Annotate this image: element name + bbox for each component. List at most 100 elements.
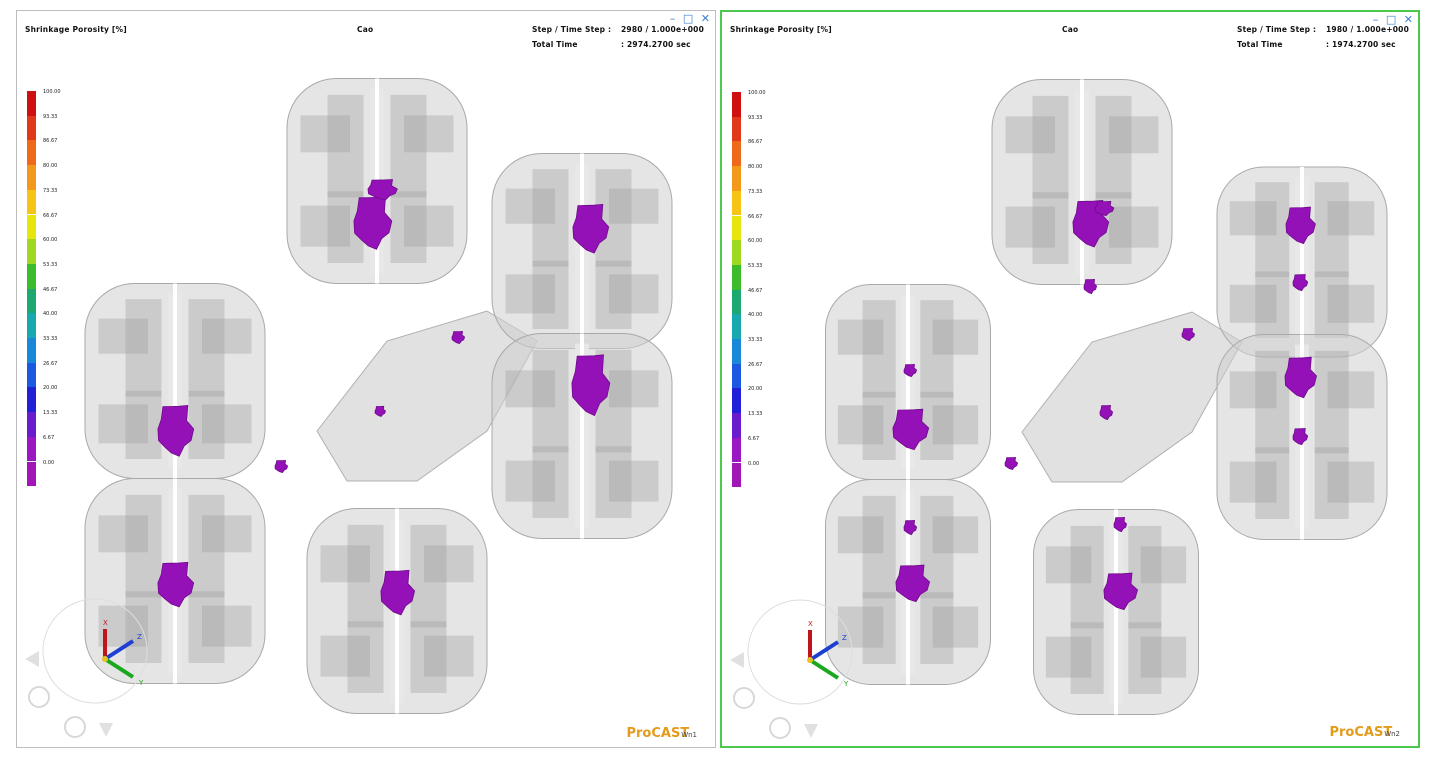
step-label: Step / Time Step : bbox=[1237, 25, 1317, 34]
legend-value: 66.67 bbox=[43, 212, 58, 219]
window-tag: Wn2 bbox=[1384, 730, 1400, 738]
zoom-in-icon bbox=[733, 687, 755, 709]
porosity-blob bbox=[1292, 428, 1309, 446]
porosity-blob bbox=[274, 459, 289, 473]
legend-swatch bbox=[27, 338, 36, 363]
legend-value: 73.33 bbox=[43, 187, 58, 194]
y-axis-label: Y bbox=[138, 679, 144, 687]
pan-left-icon bbox=[730, 652, 744, 668]
legend-swatch bbox=[732, 413, 741, 438]
legend-swatch bbox=[732, 190, 741, 216]
legend-value: 33.33 bbox=[748, 337, 763, 343]
y-axis-label: Y bbox=[843, 680, 849, 688]
casting-model-view[interactable]: X Z Y bbox=[17, 11, 716, 748]
runner-hub bbox=[1021, 311, 1243, 483]
orientation-ring bbox=[42, 598, 148, 704]
legend-value: 0.00 bbox=[748, 460, 760, 467]
mould-cylinder bbox=[84, 283, 266, 479]
mould-cylinder bbox=[991, 79, 1173, 285]
porosity-blob bbox=[892, 408, 930, 451]
pan-left-icon bbox=[25, 651, 39, 667]
legend-swatch bbox=[27, 115, 36, 141]
total-time-value: : 1974.2700 sec bbox=[1326, 40, 1396, 49]
legend-value: 100.00 bbox=[43, 89, 61, 95]
legend-value: 60.00 bbox=[43, 237, 58, 244]
window-tag: Wn1 bbox=[681, 731, 697, 739]
porosity-blob bbox=[157, 405, 195, 457]
zoom-in-icon bbox=[28, 686, 50, 708]
legend-value: 86.67 bbox=[43, 138, 58, 145]
total-time-label: Total Time bbox=[1237, 40, 1283, 49]
legend-value: 26.67 bbox=[748, 361, 763, 368]
legend-swatch bbox=[732, 437, 741, 463]
legend-value: 6.67 bbox=[748, 435, 760, 442]
legend-value: 80.00 bbox=[748, 164, 763, 171]
close-icon[interactable]: ✕ bbox=[1403, 13, 1415, 26]
legend-swatch bbox=[732, 363, 741, 389]
z-axis-arrow bbox=[808, 640, 840, 662]
viewport-right[interactable]: Shrinkage Porosity [%] Cao Step / Time S… bbox=[720, 10, 1420, 748]
legend-swatch bbox=[732, 240, 741, 265]
legend-swatch bbox=[27, 387, 36, 413]
legend-value: 26.67 bbox=[43, 360, 58, 367]
step-value: 2980 / 1.000e+000 bbox=[621, 25, 704, 34]
legend-swatch bbox=[27, 461, 36, 487]
porosity-blob bbox=[1094, 200, 1115, 217]
mould-cylinder bbox=[491, 153, 673, 349]
mould-cylinder bbox=[1216, 166, 1388, 358]
legend-swatch bbox=[27, 362, 36, 388]
porosity-blob bbox=[571, 354, 611, 417]
porosity-blob bbox=[572, 203, 610, 254]
legend-swatch bbox=[732, 116, 741, 142]
mould-cylinder bbox=[84, 478, 266, 684]
viewport-left[interactable]: Shrinkage Porosity [%] Cao Step / Time S… bbox=[16, 10, 716, 748]
legend-swatch bbox=[27, 288, 36, 314]
porosity-blob bbox=[1083, 278, 1098, 295]
legend-swatch bbox=[27, 189, 36, 215]
porosity-blob bbox=[903, 363, 918, 377]
legend-swatch bbox=[27, 214, 36, 240]
legend-value: 73.33 bbox=[748, 188, 763, 195]
result-title: Shrinkage Porosity [%] bbox=[25, 25, 127, 34]
minimize-icon[interactable]: – bbox=[1372, 13, 1381, 26]
porosity-blob bbox=[380, 569, 416, 616]
maximize-icon[interactable]: □ bbox=[1385, 13, 1399, 26]
porosity-blob bbox=[367, 179, 398, 201]
window-controls: – □ ✕ bbox=[1373, 13, 1415, 26]
legend-swatch bbox=[732, 339, 741, 364]
axis-origin bbox=[102, 656, 108, 662]
legend-swatch bbox=[732, 289, 741, 315]
zoom-out-icon bbox=[769, 717, 791, 739]
legend-value: 13.33 bbox=[43, 410, 58, 417]
z-axis-label: Z bbox=[137, 633, 142, 641]
pan-down-icon bbox=[99, 723, 113, 737]
legend-swatch bbox=[732, 462, 741, 488]
porosity-blob bbox=[1285, 206, 1316, 245]
legend-value: 66.67 bbox=[748, 213, 763, 220]
mould-cylinder bbox=[825, 284, 991, 480]
close-icon[interactable]: ✕ bbox=[700, 12, 712, 25]
maximize-icon[interactable]: □ bbox=[682, 12, 696, 25]
porosity-blob bbox=[1284, 356, 1317, 399]
legend-swatch bbox=[732, 92, 741, 117]
minimize-icon[interactable]: – bbox=[669, 12, 678, 25]
legend-swatch bbox=[732, 388, 741, 414]
porosity-blob bbox=[157, 561, 195, 608]
legend-swatch bbox=[27, 412, 36, 437]
z-axis-arrow bbox=[103, 639, 135, 661]
porosity-blob bbox=[1181, 327, 1196, 341]
casting-model-view[interactable]: X Z Y bbox=[722, 12, 1420, 748]
porosity-blob bbox=[895, 564, 931, 603]
legend-value: 13.33 bbox=[748, 411, 763, 418]
axis-origin bbox=[807, 657, 813, 663]
zoom-out-icon bbox=[64, 716, 86, 738]
legend-value: 20.00 bbox=[43, 385, 58, 392]
legend-swatch bbox=[732, 314, 741, 339]
porosity-blob bbox=[1004, 456, 1019, 470]
legend-value: 53.33 bbox=[43, 261, 58, 268]
legend-value: 100.00 bbox=[748, 90, 766, 96]
z-axis-label: Z bbox=[842, 634, 847, 642]
legend-value: 46.67 bbox=[748, 287, 763, 294]
legend-value: 20.00 bbox=[748, 386, 763, 393]
pan-down-icon bbox=[804, 724, 818, 738]
